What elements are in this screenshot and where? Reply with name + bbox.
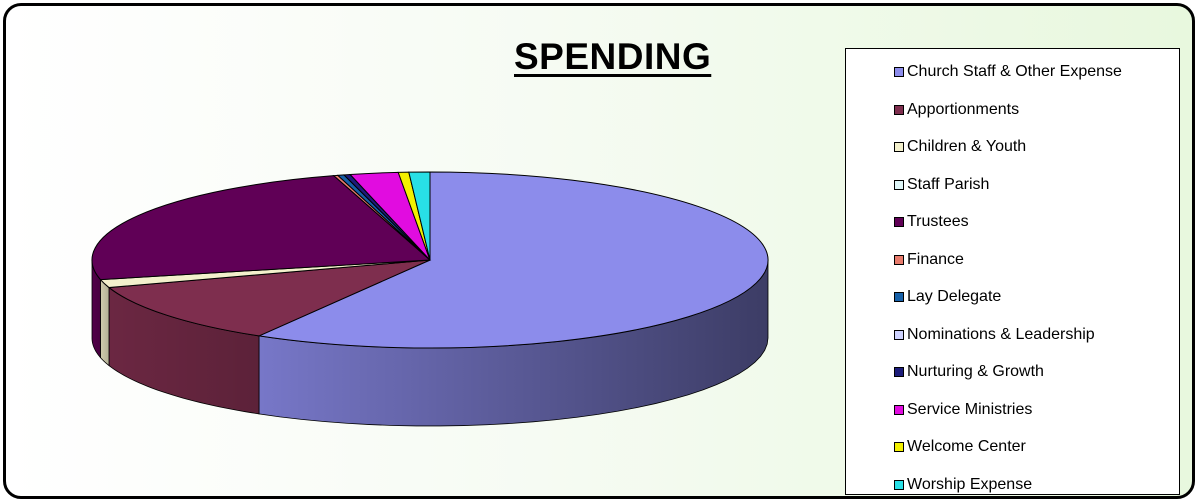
legend-swatch (894, 217, 904, 227)
legend-item: Children & Youth (894, 136, 1026, 158)
legend-swatch (894, 104, 904, 115)
pie-slice (91, 175, 432, 281)
legend-label: Trustees (907, 213, 969, 230)
legend-swatch (894, 67, 904, 77)
legend-swatch (894, 292, 904, 302)
legend-swatch (894, 442, 904, 452)
legend-swatch (894, 404, 904, 415)
legend-swatch (894, 254, 904, 265)
pie-slice (257, 171, 769, 349)
legend-item: Apportionments (894, 99, 1019, 121)
legend-label: Church Staff & Other Expense (907, 63, 1122, 80)
legend-label: Apportionments (907, 100, 1020, 118)
legend-item: Staff Parish (894, 174, 989, 196)
legend-swatch (894, 479, 904, 490)
pie-slice-side-shade (92, 260, 101, 358)
legend-swatch (894, 142, 904, 152)
pie-slice (107, 259, 431, 337)
legend-swatch (894, 179, 904, 190)
legend-swatch (894, 367, 904, 377)
legend-item: Finance (894, 249, 964, 271)
chart-title: SPENDING (514, 36, 712, 77)
legend-item: Trustees (894, 211, 969, 233)
legend-label: Staff Parish (907, 175, 990, 193)
legend-label: Welcome Center (907, 438, 1026, 455)
legend: Church Staff & Other Expense Apportionmen… (845, 48, 1180, 495)
legend-label: Finance (907, 250, 964, 268)
legend-swatch (894, 329, 904, 340)
legend-item: Church Staff & Other Expense (894, 61, 1122, 83)
pie-slice (408, 171, 431, 261)
legend-item: Welcome Center (894, 436, 1026, 458)
legend-label: Lay Delegate (907, 288, 1002, 305)
legend-item: Nurturing & Growth (894, 361, 1044, 383)
legend-item: Lay Delegate (894, 286, 1001, 308)
legend-label: Worship Expense (907, 475, 1033, 493)
legend-label: Service Ministries (907, 400, 1033, 418)
legend-label: Nominations & Leadership (907, 325, 1095, 343)
pie-slice-side-shade (259, 260, 768, 426)
legend-label: Children & Youth (907, 138, 1027, 155)
legend-item: Nominations & Leadership (894, 324, 1095, 346)
pie-slice-side-shade (109, 287, 260, 414)
pie-slice-side-shade (100, 279, 109, 366)
legend-label: Nurturing & Growth (907, 363, 1044, 380)
legend-item: Worship Expense (894, 474, 1032, 496)
legend-item: Service Ministries (894, 399, 1032, 421)
